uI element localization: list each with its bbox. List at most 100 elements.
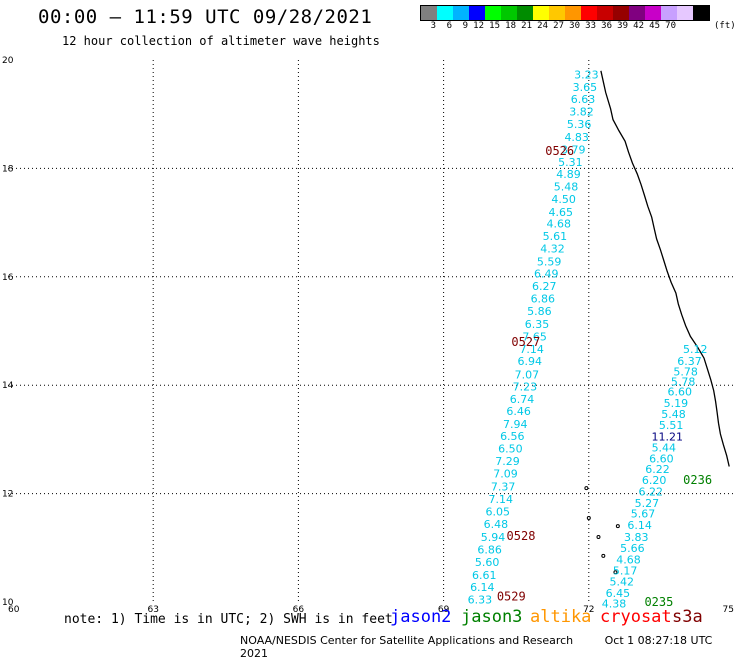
legend-label: 33 xyxy=(585,21,596,31)
wave-height-value: 6.48 xyxy=(484,518,509,531)
y-tick-label: 12 xyxy=(2,490,13,500)
pass-time-label: 0235 xyxy=(644,595,673,609)
legend-label: 36 xyxy=(601,21,612,31)
wave-height-value: 3.82 xyxy=(569,105,594,118)
legend-swatch xyxy=(469,6,485,20)
wave-height-value: 6.86 xyxy=(477,543,502,556)
legend-label: 12 xyxy=(473,21,484,31)
coastline xyxy=(600,70,730,467)
legend-swatch xyxy=(549,6,565,20)
wave-height-value: 5.59 xyxy=(537,256,562,269)
wave-height-value: 4.89 xyxy=(556,168,581,181)
wave-height-value: 4.38 xyxy=(602,598,627,611)
legend-label: 15 xyxy=(489,21,500,31)
wave-height-value: 6.60 xyxy=(649,452,674,465)
wave-height-value: 7.14 xyxy=(519,343,544,356)
wave-height-value: 6.46 xyxy=(506,405,531,418)
color-legend-labels: 3 6 9 12 15 18 21 24 27 30 33 36 39 42 45 70 xyxy=(420,21,676,31)
wave-height-value: 6.35 xyxy=(525,318,550,331)
island-marker xyxy=(601,553,606,558)
legend-swatch xyxy=(661,6,677,20)
wave-height-value: 5.42 xyxy=(609,575,634,588)
satellite-cryosat: cryosat xyxy=(600,607,672,627)
island-marker xyxy=(584,486,589,491)
legend-swatch xyxy=(677,6,693,20)
x-tick-label: 72 xyxy=(583,605,594,615)
wave-height-value: 5.67 xyxy=(631,508,656,521)
satellite-jason2: jason2 xyxy=(390,607,452,627)
pass-time-label: 0526 xyxy=(545,144,574,158)
island-marker xyxy=(615,524,620,529)
wave-height-value: 3.83 xyxy=(624,531,649,544)
legend-swatch xyxy=(565,6,581,20)
legend-swatch xyxy=(581,6,597,20)
wave-height-value: 7.65 xyxy=(522,330,547,343)
wave-height-value: 4.32 xyxy=(540,243,565,256)
wave-height-value: 5.51 xyxy=(659,419,684,432)
wave-height-value: 3.79 xyxy=(561,143,586,156)
wave-height-value: 6.86 xyxy=(531,292,556,305)
wave-height-value: 7.23 xyxy=(513,380,538,393)
wave-height-value: 5.19 xyxy=(664,397,689,410)
wave-height-value: 5.86 xyxy=(527,305,552,318)
y-tick-label: 16 xyxy=(2,273,14,283)
footer-note: note: 1) Time is in UTC; 2) SWH is in fe… xyxy=(64,612,393,627)
wave-height-value: 5.17 xyxy=(613,565,638,578)
legend-swatch xyxy=(533,6,549,20)
legend-label: 3 xyxy=(430,21,436,31)
legend-label: 27 xyxy=(553,21,564,31)
legend-label: 70 xyxy=(665,21,676,31)
wave-height-value: 5.94 xyxy=(481,531,506,544)
legend-swatch xyxy=(421,6,437,20)
credit-text: NOAA/NESDIS Center for Satellite Applica… xyxy=(240,634,574,647)
pass-time-label: 0236 xyxy=(683,473,712,487)
wave-height-value: 4.68 xyxy=(616,554,641,567)
wave-height-value: 6.20 xyxy=(642,474,667,487)
wave-height-value: 5.78 xyxy=(671,375,696,388)
wave-height-value: 7.29 xyxy=(495,455,520,468)
island-marker xyxy=(586,515,591,520)
wave-height-value: 5.36 xyxy=(567,118,592,131)
legend-label: 24 xyxy=(537,21,548,31)
color-legend xyxy=(420,5,710,21)
wave-height-value: 5.12 xyxy=(683,343,708,356)
wave-height-value: 6.49 xyxy=(534,268,559,281)
pass-time-label: 0529 xyxy=(497,590,526,604)
wave-height-value: 5.78 xyxy=(673,366,698,379)
wave-height-value: 3.23 xyxy=(574,69,599,82)
x-tick-label: 69 xyxy=(438,605,450,615)
wave-height-value: 6.14 xyxy=(470,581,495,594)
legend-swatch xyxy=(645,6,661,20)
legend-label: 30 xyxy=(569,21,580,31)
wave-height-value: 6.60 xyxy=(668,386,693,399)
wave-height-value: 7.14 xyxy=(488,493,513,506)
wave-height-value: 4.50 xyxy=(551,193,576,206)
wave-height-value: 6.56 xyxy=(500,430,525,443)
wave-height-value: 6.94 xyxy=(518,355,543,368)
wave-height-value: 6.33 xyxy=(468,593,493,606)
pass-time-label: 0527 xyxy=(511,335,540,349)
island-marker xyxy=(613,570,618,575)
wave-height-value: 11.21 xyxy=(651,431,683,444)
wave-height-value: 5.48 xyxy=(554,180,579,193)
legend-label: 39 xyxy=(617,21,628,31)
y-tick-label: 14 xyxy=(2,381,14,391)
satellite-s3a: s3a xyxy=(672,607,703,627)
island-marker xyxy=(596,534,601,539)
wave-height-value: 5.66 xyxy=(620,542,645,555)
legend-label: 42 xyxy=(633,21,644,31)
wave-height-value: 7.37 xyxy=(491,481,516,494)
wave-height-value: 6.22 xyxy=(645,463,670,476)
legend-swatch xyxy=(485,6,501,20)
wave-height-value: 7.94 xyxy=(503,418,528,431)
y-tick-label: 18 xyxy=(2,164,14,174)
wave-height-value: 3.65 xyxy=(573,81,598,94)
y-tick-label: 10 xyxy=(2,598,14,608)
legend-unit: (ft) xyxy=(714,21,736,31)
legend-swatch xyxy=(501,6,517,20)
legend-swatch xyxy=(693,6,709,20)
wave-height-value: 6.50 xyxy=(498,443,523,456)
wave-height-value: 4.65 xyxy=(548,206,573,219)
map-subtitle: 12 hour collection of altimeter wave hei… xyxy=(62,34,380,48)
